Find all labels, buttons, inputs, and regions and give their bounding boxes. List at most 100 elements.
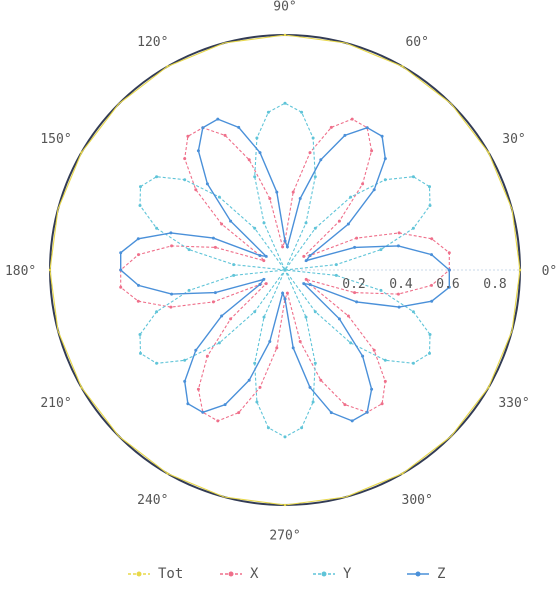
data-point-y — [217, 341, 221, 345]
data-point-y — [253, 226, 257, 230]
data-point-z — [169, 231, 173, 235]
legend-marker-x — [228, 571, 234, 577]
data-point-tot — [80, 151, 83, 154]
data-point-tot — [283, 33, 287, 37]
data-point-y — [383, 358, 387, 362]
radial-label-0.6: 0.6 — [436, 277, 459, 292]
data-point-y — [379, 288, 383, 292]
data-point-z — [268, 340, 272, 343]
data-point-y — [253, 361, 257, 365]
data-point-z — [258, 283, 262, 286]
data-point-y — [139, 351, 142, 355]
data-point-z — [304, 259, 308, 263]
angle-label-60: 60° — [405, 35, 428, 50]
data-point-z — [119, 251, 123, 255]
data-point-z — [237, 125, 241, 129]
data-point-y — [266, 110, 270, 114]
data-point-z — [220, 314, 224, 318]
legend-label-tot: Tot — [158, 566, 183, 582]
data-point-x — [196, 387, 200, 391]
data-point-x — [343, 403, 347, 407]
angle-label-90: 90° — [273, 0, 296, 15]
data-point-y — [155, 310, 159, 314]
data-point-y — [349, 341, 353, 345]
angle-label-210: 210° — [40, 396, 71, 411]
data-point-x — [258, 385, 262, 389]
radial-labels: 0.2 0.4 0.6 0.8 — [342, 277, 506, 292]
data-point-x — [298, 340, 302, 343]
data-point-z — [137, 283, 140, 287]
data-point-y — [411, 361, 415, 365]
data-point-z — [275, 190, 279, 194]
data-point-z — [298, 197, 302, 200]
data-point-x — [186, 134, 190, 138]
data-point-z — [430, 299, 434, 303]
data-point-x — [447, 251, 451, 255]
data-point-z — [365, 410, 369, 414]
data-point-y — [428, 333, 432, 336]
data-point-z — [285, 245, 289, 249]
data-point-x — [383, 379, 387, 383]
data-point-z — [211, 236, 215, 240]
data-point-tot — [401, 65, 404, 68]
data-point-x — [397, 231, 401, 235]
data-point-tot — [487, 151, 490, 154]
data-point-x — [194, 188, 198, 192]
data-point-x — [205, 354, 209, 358]
data-point-x — [213, 245, 217, 249]
angle-label-150: 150° — [40, 132, 71, 147]
data-point-y — [217, 195, 221, 199]
angle-label-180: 180° — [5, 264, 36, 279]
data-point-x — [262, 259, 266, 263]
data-point-y — [283, 435, 287, 439]
data-point-y — [187, 248, 191, 252]
data-point-x — [319, 378, 323, 382]
data-point-z — [430, 253, 433, 257]
series-y — [138, 101, 432, 439]
data-point-x — [361, 182, 365, 186]
angle-label-120: 120° — [137, 35, 168, 50]
angle-label-300: 300° — [402, 493, 433, 508]
data-point-y — [411, 310, 415, 314]
angle-label-240: 240° — [137, 493, 168, 508]
data-point-x — [268, 197, 272, 200]
data-point-z — [355, 300, 359, 304]
data-point-z — [343, 133, 347, 137]
data-point-tot — [283, 503, 287, 507]
data-point-z — [350, 419, 354, 423]
data-point-z — [216, 117, 220, 121]
data-point-y — [428, 204, 432, 207]
data-point-z — [119, 268, 123, 272]
data-point-z — [447, 285, 451, 289]
data-point-tot — [518, 268, 522, 272]
data-point-z — [262, 277, 266, 281]
data-point-y — [334, 263, 338, 267]
data-point-y — [155, 175, 159, 179]
data-point-x — [229, 317, 233, 321]
data-point-y — [300, 110, 304, 114]
angle-label-0: 0° — [542, 264, 558, 279]
data-point-z — [186, 402, 190, 406]
data-point-x — [329, 125, 333, 129]
data-point-z — [447, 268, 451, 272]
data-point-x — [350, 117, 354, 121]
legend-label-z: Z — [437, 566, 445, 582]
data-point-z — [264, 254, 268, 258]
data-point-x — [237, 411, 241, 415]
data-point-y — [255, 400, 259, 404]
data-point-z — [380, 134, 384, 138]
radial-label-0.2: 0.2 — [342, 277, 365, 292]
radial-label-0.4: 0.4 — [389, 277, 413, 292]
data-point-x — [396, 292, 400, 296]
data-point-y — [428, 185, 431, 189]
data-point-x — [223, 133, 227, 137]
legend-marker-tot — [136, 571, 142, 577]
data-point-y — [313, 226, 317, 230]
data-point-z — [283, 297, 287, 301]
angle-label-330: 330° — [498, 396, 529, 411]
legend-marker-z — [415, 571, 421, 577]
data-point-z — [258, 151, 262, 155]
data-point-z — [194, 348, 198, 352]
